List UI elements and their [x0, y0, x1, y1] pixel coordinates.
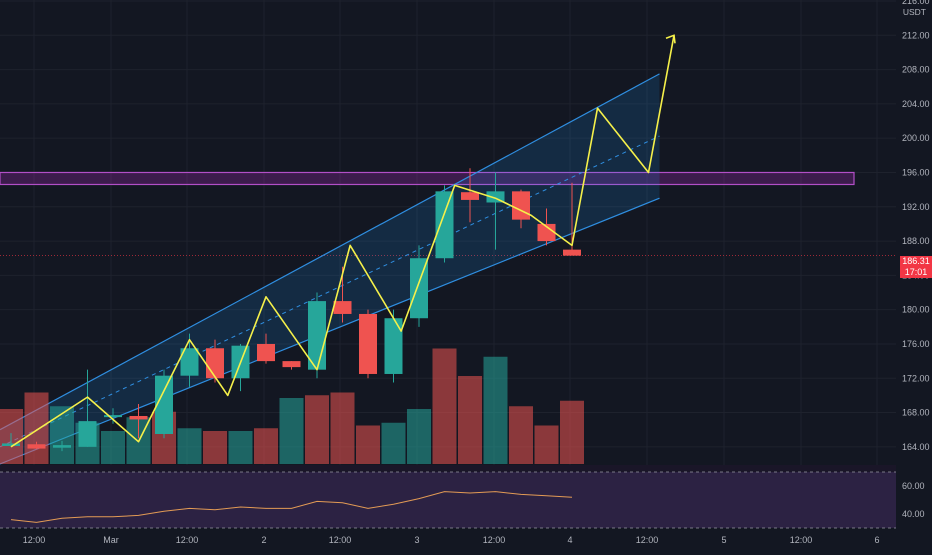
last-price-tag[interactable]: 186.31 17:01 — [900, 256, 932, 278]
time-tick-label: 6 — [874, 535, 879, 545]
oscillator-line — [10, 491, 573, 523]
time-tick-label: 12:00 — [636, 535, 659, 545]
candle-body — [384, 318, 403, 374]
price-tick-label: 196.00 — [902, 167, 930, 177]
volume-bar — [381, 422, 406, 464]
price-tick-label: 180.00 — [902, 305, 930, 315]
price-tick-label: 188.00 — [902, 236, 930, 246]
candle-body — [537, 223, 556, 242]
volume-bar — [509, 406, 533, 464]
volume-bar — [254, 428, 278, 464]
price-tick-label: 204.00 — [902, 99, 930, 109]
channel-fill — [0, 73, 660, 464]
volume-bar — [356, 425, 380, 464]
volume-bar — [407, 409, 431, 464]
volume-bar — [101, 431, 125, 464]
forecast-arrowhead — [665, 34, 676, 44]
forecast-path — [10, 34, 676, 448]
candle-body — [78, 421, 97, 447]
price-tick-label: 176.00 — [902, 339, 930, 349]
candle-body — [206, 348, 224, 379]
time-tick-label: 4 — [567, 535, 572, 545]
candle-body — [257, 343, 275, 362]
time-tick-label: Mar — [103, 535, 119, 545]
candle-body — [410, 258, 428, 319]
price-tick-label: 200.00 — [902, 133, 930, 143]
channel-upper-line — [0, 73, 660, 431]
resistance-zone-band — [0, 171, 855, 186]
volume-bar — [483, 356, 508, 464]
price-tick-label: 172.00 — [902, 373, 930, 383]
candle-body — [512, 191, 530, 220]
time-axis: 12:00 Mar 12:00 2 12:00 3 12:00 4 12:00 5 12:00 6 — [0, 529, 932, 550]
time-tick-label: 12:00 — [329, 535, 352, 545]
time-tick-label: 12:00 — [23, 535, 46, 545]
candle-body — [435, 191, 454, 259]
volume-bar — [24, 392, 49, 464]
candle-body — [155, 375, 173, 434]
volume-bar — [458, 376, 482, 464]
volume-bar — [177, 428, 202, 464]
resistance-zone — [0, 171, 855, 186]
oscillator-tick-label: 60.00 — [902, 481, 925, 491]
price-tick-label: 164.00 — [902, 442, 930, 452]
channel-lower-line — [0, 197, 660, 465]
volume-bar — [305, 395, 329, 464]
time-axis-background — [0, 529, 932, 550]
candle-body — [180, 348, 199, 376]
candle-body — [27, 444, 46, 449]
candle-body — [53, 445, 71, 448]
candle-body — [282, 361, 301, 368]
price-tick-label: 212.00 — [902, 30, 930, 40]
ascending-channel — [0, 73, 660, 465]
volume-bar — [534, 425, 559, 464]
volume-bar — [560, 400, 584, 464]
price-tick-label: 168.00 — [902, 408, 930, 418]
quote-currency-label: USDT — [902, 7, 926, 17]
time-tick-label: 12:00 — [176, 535, 199, 545]
candle-body — [359, 313, 377, 374]
forecast-polyline — [10, 35, 675, 448]
candle-body — [461, 192, 479, 200]
candle-body — [486, 191, 505, 203]
volume-bar — [432, 348, 457, 464]
price-tick-label: 208.00 — [902, 65, 930, 75]
channel-midline — [0, 135, 660, 448]
bar-countdown: 17:01 — [904, 267, 928, 277]
time-tick-label: 3 — [414, 535, 419, 545]
price-tick-label: 192.00 — [902, 202, 930, 212]
price-tick-label: 216.00 — [902, 0, 930, 6]
candle-body — [129, 415, 148, 420]
volume-bar — [228, 431, 253, 464]
time-tick-label: 2 — [261, 535, 266, 545]
volume-bar — [330, 392, 355, 464]
volume-bar — [203, 431, 227, 464]
time-tick-label: 12:00 — [483, 535, 506, 545]
time-tick-label: 5 — [721, 535, 726, 545]
candle-body — [2, 443, 20, 446]
candle-body — [104, 415, 122, 418]
candles — [2, 168, 581, 452]
candle-body — [563, 249, 581, 256]
volume-bar — [279, 398, 304, 464]
candle-body — [333, 301, 352, 314]
time-tick-label: 12:00 — [790, 535, 813, 545]
volume-bar — [50, 406, 74, 464]
oscillator-pane — [0, 465, 896, 529]
last-price-value: 186.31 — [902, 256, 930, 266]
oscillator-tick-label: 40.00 — [902, 509, 925, 519]
oscillator-band-fill — [0, 472, 896, 528]
oscillator-background — [0, 465, 896, 528]
